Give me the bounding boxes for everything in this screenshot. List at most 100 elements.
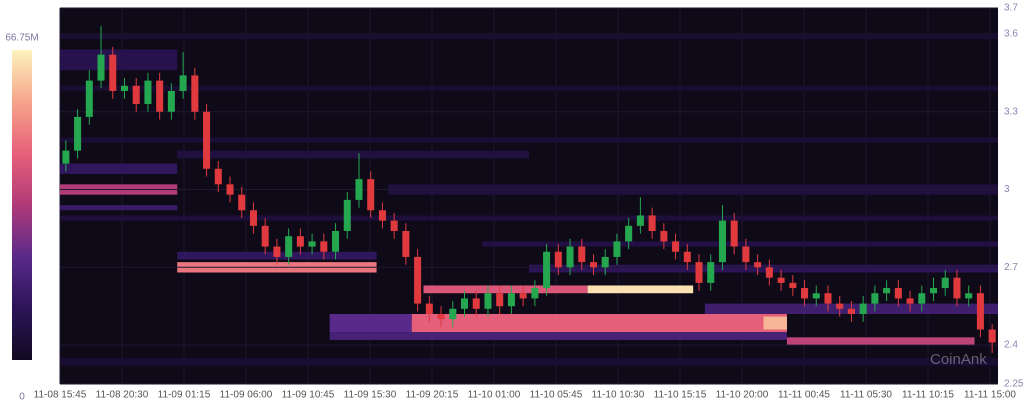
candle-body [120,85,129,91]
candle-body [156,80,164,112]
candle-body [554,251,562,268]
candle-body [988,329,996,343]
liquidation-zone [329,313,412,333]
candle-body [613,241,621,257]
candle-body [367,179,375,211]
candle-body [460,298,469,309]
candle-body [918,293,926,304]
liquidation-zone [763,316,787,330]
x-tick-label: 11-11 05:30 [840,390,892,401]
candle-body [953,277,961,299]
candle-body [285,236,293,257]
candle-body [660,231,668,242]
candle-body [906,298,914,304]
candle-body [683,251,691,263]
candle-body [801,288,809,299]
candle-body [742,246,750,263]
liquidation-zone [786,337,975,346]
candle-body [543,251,551,289]
candle-body [695,262,703,283]
candle-body [296,236,304,247]
candle-body [976,293,984,330]
candle-body [507,293,515,307]
candle-body [965,293,973,299]
x-tick-label: 11-09 15:30 [344,390,397,401]
candle-body [707,262,715,283]
liquidation-zone [177,150,529,159]
candle-body [402,231,410,257]
candle-body [883,288,891,294]
y-tick-label: 3.3 [1004,106,1018,117]
candle-body [765,267,773,278]
candle-body [144,80,152,104]
y-tick-label: 3.6 [1004,29,1018,40]
candle-body [472,298,480,309]
candle-body [847,308,855,314]
candle-body [414,256,422,304]
candle-body [824,293,832,304]
candle-body [718,220,726,263]
candle-body [273,246,281,257]
candle-body [636,215,644,226]
colorbar-tick-label: 66.75M [5,33,38,44]
candle-body [390,220,398,232]
candle-body [238,194,246,211]
candle-body [589,262,598,268]
candle-body [625,225,633,242]
candle-body [859,303,867,314]
candle-body [836,303,844,309]
liquidation-zone [60,85,998,91]
candle-body [332,231,340,252]
y-tick-label: 2.25 [1004,379,1024,390]
x-tick-label: 11-10 01:00 [468,390,521,401]
x-tick-label: 11-09 10:45 [282,390,335,401]
candle-body [578,246,586,263]
candle-body [97,54,105,81]
candle-body [378,210,386,221]
candle-body [214,168,222,185]
x-tick-label: 11-10 10:30 [592,390,645,401]
candle-body [484,293,492,309]
candle-body [519,293,527,299]
candle-body [109,54,117,91]
candle-body [894,288,902,299]
y-tick-label: 3.7 [1004,3,1018,14]
candle-body [62,150,70,164]
watermark: CoinAnk [930,351,987,368]
x-tick-label: 11-09 06:00 [220,390,273,401]
x-tick-label: 11-10 15:15 [654,390,707,401]
liquidation-zone [60,215,998,221]
colorbar [12,50,32,360]
candle-body [132,85,140,104]
x-tick-label: 11-09 20:15 [406,390,459,401]
liquidation-zone [60,137,998,143]
candle-body [777,277,785,283]
liquidation-zone [60,33,998,40]
liquidation-zone [529,264,998,273]
candle-body [179,75,187,91]
candle-body [789,282,797,289]
candle-body [496,293,504,307]
liquidation-zone [587,285,694,294]
x-tick-label: 11-11 10:15 [902,390,954,401]
y-tick-label: 2.4 [1004,340,1018,351]
candle-body [730,220,738,247]
liquidation-zone [411,313,787,333]
candle-body [566,246,574,268]
candle-body [343,199,351,232]
liquidation-zone [482,241,999,247]
candle-body [226,184,234,195]
liquidation-zone [60,163,178,174]
y-tick-label: 2.7 [1004,262,1018,273]
y-tick-label: 3 [1004,184,1010,195]
candle-body [812,293,820,299]
candle-body [929,288,938,294]
colorbar-tick-label: 0 [19,392,25,403]
candle-body [261,225,269,247]
x-tick-label: 11-08 15:45 [34,390,87,401]
candle-body [871,293,879,304]
candle-body [941,277,949,289]
candle-body [437,313,445,320]
liquidation-zone [329,332,787,340]
